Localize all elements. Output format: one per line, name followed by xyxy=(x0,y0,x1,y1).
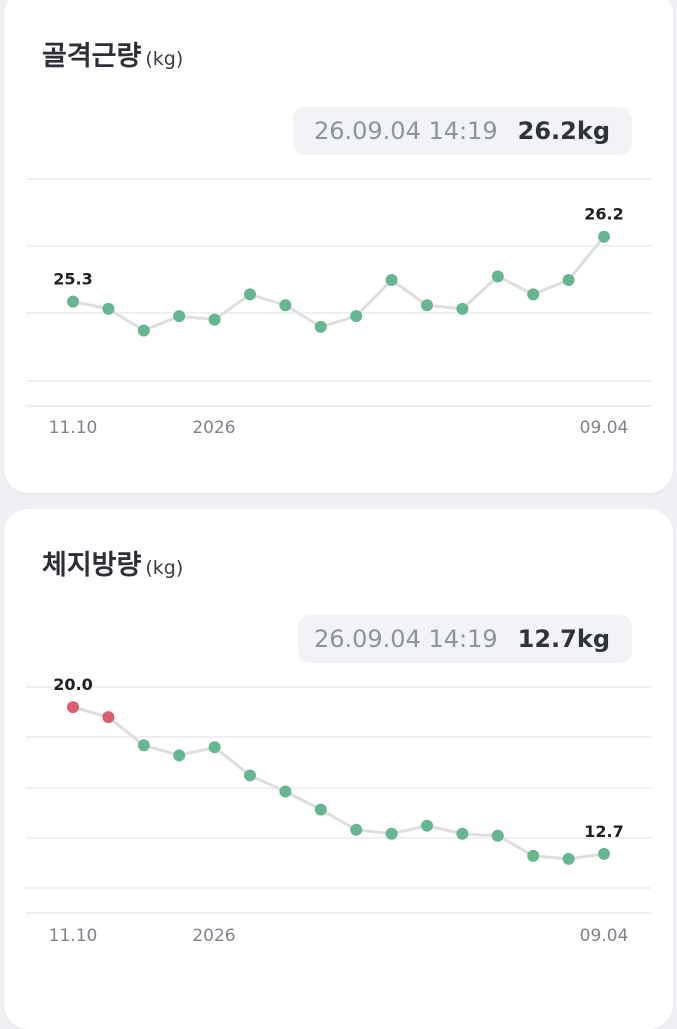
data-point[interactable] xyxy=(279,299,292,312)
body-fat-line-chart[interactable]: 20.0 12.7 11.10 2026 09.04 xyxy=(4,509,673,1029)
readout-timestamp: 26.09.04 14:19 xyxy=(313,117,498,145)
data-point[interactable] xyxy=(208,313,221,326)
readout-value: 12.7kg xyxy=(517,625,610,653)
data-point[interactable] xyxy=(350,823,363,836)
x-tick-label: 2026 xyxy=(192,418,235,438)
data-point[interactable] xyxy=(491,270,504,283)
data-point[interactable] xyxy=(456,302,469,315)
data-point[interactable] xyxy=(350,310,363,323)
x-tick-label: 09.04 xyxy=(580,418,629,438)
data-point[interactable] xyxy=(421,299,433,312)
x-tick-label: 11.10 xyxy=(49,418,98,438)
data-label: 25.3 xyxy=(53,270,92,289)
skeletal-muscle-line-chart[interactable]: 25.3 26.2 11.10 2026 09.04 xyxy=(4,0,673,493)
selected-value-readout: 26.09.04 14:19 12.7kg xyxy=(298,615,632,663)
x-tick-label: 09.04 xyxy=(580,926,629,946)
body-fat-card: 체지방량 (kg) 26.09.04 14:19 12.7kg 20.0 12.7 1… xyxy=(4,509,673,1029)
data-point[interactable] xyxy=(67,701,79,714)
data-point[interactable] xyxy=(137,739,150,752)
data-point[interactable] xyxy=(527,849,540,862)
series-line xyxy=(72,235,606,332)
series-line xyxy=(72,705,605,861)
data-point[interactable] xyxy=(385,274,398,286)
data-point[interactable] xyxy=(67,295,79,308)
selected-value-readout: 26.09.04 14:19 26.2kg xyxy=(293,107,632,155)
data-point[interactable] xyxy=(527,288,540,301)
data-label: 12.7 xyxy=(584,822,623,841)
data-point[interactable] xyxy=(598,847,610,860)
data-point[interactable] xyxy=(102,711,115,724)
data-point[interactable] xyxy=(562,274,575,286)
data-point[interactable] xyxy=(385,827,398,840)
data-point[interactable] xyxy=(421,819,433,832)
data-point[interactable] xyxy=(173,749,186,762)
readout-value: 26.2kg xyxy=(517,117,610,145)
data-point[interactable] xyxy=(491,829,504,842)
data-point[interactable] xyxy=(137,324,150,337)
data-label: 20.0 xyxy=(53,675,92,694)
chart-title: 체지방량 (kg) xyxy=(42,550,184,581)
data-point[interactable] xyxy=(279,785,292,798)
data-point[interactable] xyxy=(244,288,256,301)
chart-unit: (kg) xyxy=(145,557,184,579)
data-point[interactable] xyxy=(314,803,327,816)
data-point[interactable] xyxy=(562,852,575,865)
data-point[interactable] xyxy=(598,230,610,243)
skeletal-muscle-card: 골격근량 (kg) 26.09.04 14:19 26.2kg 25.3 26.2 1… xyxy=(4,0,673,493)
data-point[interactable] xyxy=(314,320,327,333)
data-point[interactable] xyxy=(173,310,186,323)
data-point[interactable] xyxy=(102,302,115,315)
x-tick-label: 11.10 xyxy=(49,926,98,946)
readout-timestamp: 26.09.04 14:19 xyxy=(313,625,498,653)
data-point[interactable] xyxy=(456,827,469,840)
data-point[interactable] xyxy=(244,769,256,782)
data-label: 26.2 xyxy=(584,205,623,224)
x-tick-label: 2026 xyxy=(192,926,235,946)
chart-title: 골격근량 (kg) xyxy=(42,41,184,72)
data-point[interactable] xyxy=(208,741,221,754)
chart-unit: (kg) xyxy=(145,48,184,70)
